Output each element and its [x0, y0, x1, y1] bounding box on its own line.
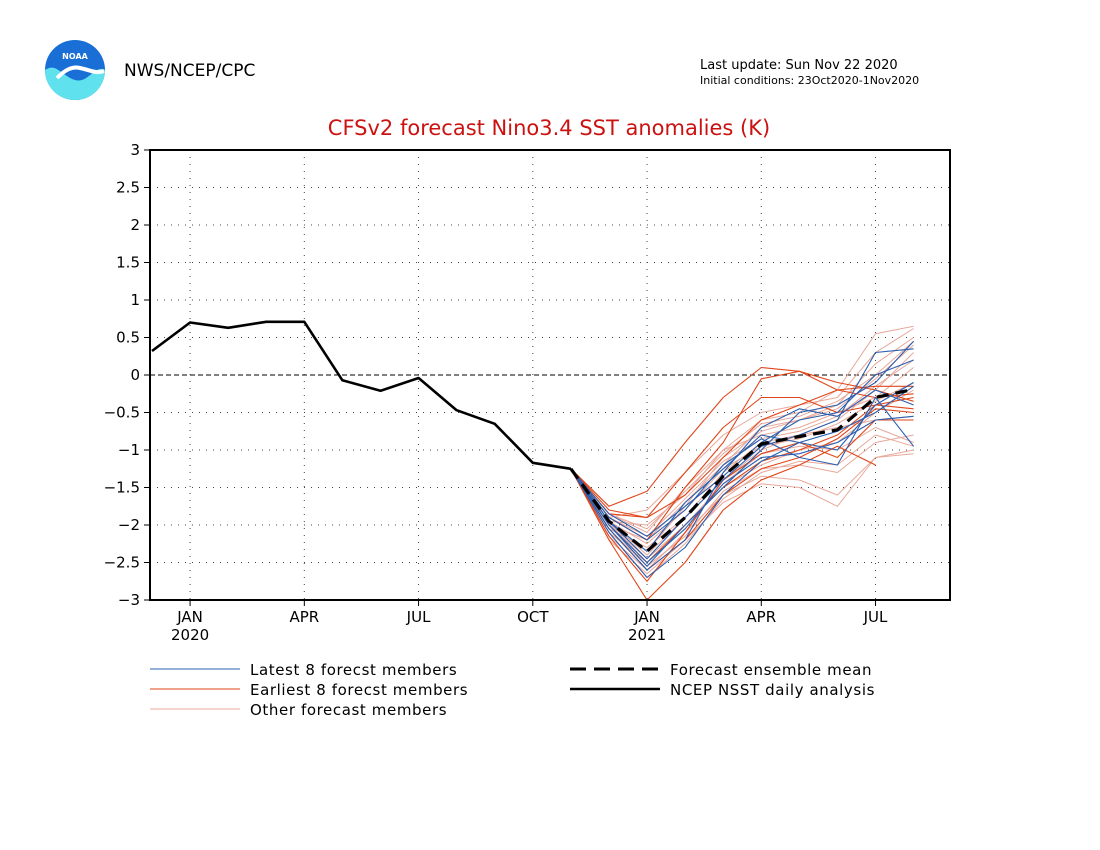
org-label: NWS/NCEP/CPC [124, 61, 255, 81]
obs-line [151, 320, 572, 471]
axes: 32.521.510.50−0.5−1−1.5−2−2.5−3JAN2020AP… [104, 141, 888, 644]
y-tick-label: −1.5 [104, 479, 140, 497]
other-member-line [570, 367, 914, 533]
other-member-line [570, 434, 914, 578]
legend-label-mean: Forecast ensemble mean [670, 661, 872, 679]
y-tick-label: −2.5 [104, 554, 140, 572]
legend: Latest 8 forecst members Earliest 8 forec… [150, 661, 875, 719]
noaa-logo: NOAA [45, 40, 105, 100]
grid [150, 150, 950, 600]
chart-title: CFSv2 forecast Nino3.4 SST anomalies (K) [328, 116, 770, 140]
y-tick-label: −2 [118, 516, 140, 534]
x-tick-year-label: 2020 [171, 626, 209, 644]
y-tick-label: 3 [130, 141, 140, 159]
latest-member-line [570, 389, 914, 571]
y-tick-label: 1 [130, 291, 140, 309]
latest-member-line [570, 348, 914, 560]
ensemble-mean-line [569, 387, 914, 553]
y-tick-label: −1 [118, 441, 140, 459]
latest-member-line [570, 382, 914, 552]
legend-label-latest: Latest 8 forecst members [250, 661, 457, 679]
legend-label-earliest: Earliest 8 forecst members [250, 681, 468, 699]
x-tick-label: OCT [517, 608, 549, 626]
y-tick-label: 1.5 [116, 254, 140, 272]
y-tick-label: 2 [130, 216, 140, 234]
earliest-member-line [570, 385, 914, 519]
latest-member-line [570, 359, 914, 537]
y-tick-label: −3 [118, 591, 140, 609]
y-tick-label: 0 [130, 366, 140, 384]
earliest-member-line [570, 445, 876, 601]
x-tick-label: APR [289, 608, 319, 626]
x-tick-label: APR [746, 608, 776, 626]
initial-conditions-label: Initial conditions: 23Oct2020-1Nov2020 [700, 74, 919, 87]
other-member-line [570, 434, 914, 567]
x-tick-label: JUL [863, 608, 888, 626]
y-tick-label: 0.5 [116, 329, 140, 347]
earliest-member-line [570, 396, 914, 519]
other-member-line [570, 382, 914, 545]
main-series-group [151, 320, 914, 553]
y-tick-label: 2.5 [116, 179, 140, 197]
x-tick-label: JAN [176, 608, 203, 626]
legend-label-obs: NCEP NSST daily analysis [670, 681, 875, 699]
earliest-member-line [570, 419, 914, 582]
latest-member-line [570, 385, 914, 579]
y-tick-label: −0.5 [104, 404, 140, 422]
x-tick-year-label: 2021 [628, 626, 666, 644]
other-member-line [570, 449, 914, 575]
legend-label-other: Other forecast members [250, 701, 447, 719]
latest-members-group [570, 340, 915, 579]
x-tick-label: JAN [633, 608, 660, 626]
noaa-logo-text: NOAA [62, 52, 88, 61]
x-tick-label: JUL [406, 608, 431, 626]
other-member-line [570, 359, 914, 537]
last-update-label: Last update: Sun Nov 22 2020 [700, 58, 898, 73]
latest-member-line [570, 415, 914, 564]
